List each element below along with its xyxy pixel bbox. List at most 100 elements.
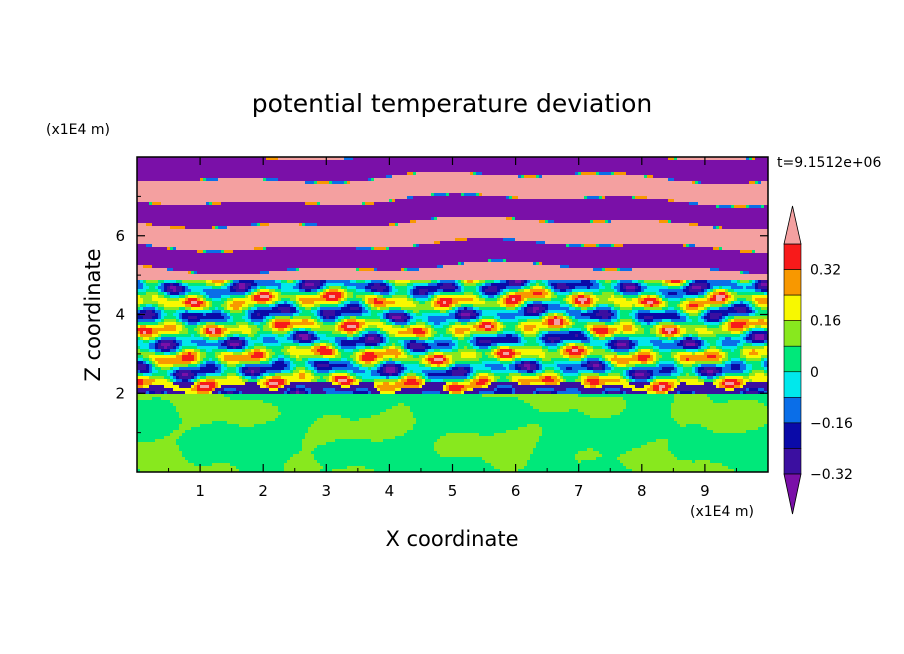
heatmap-cell [296,331,309,335]
heatmap-cell [239,391,243,395]
heatmap-cell [635,373,645,377]
heatmap-cell [524,286,531,290]
heatmap-cell [749,271,768,275]
heatmap-cell [371,415,414,419]
heatmap-cell [287,337,294,341]
heatmap-cell [584,346,588,350]
heatmap-cell [704,310,708,314]
heatmap-cell [287,268,297,272]
heatmap-cell [209,295,222,299]
heatmap-cell [233,346,237,350]
heatmap-cell [410,340,417,344]
heatmap-cell [587,325,594,329]
heatmap-cell [494,355,498,359]
heatmap-cell [569,322,573,326]
heatmap-cell [254,292,258,296]
heatmap-cell [443,358,447,362]
heatmap-cell [461,286,465,290]
heatmap-cell [419,361,423,365]
heatmap-cell [137,178,201,182]
heatmap-cell [308,391,312,395]
heatmap-cell [755,286,759,290]
heatmap-cell [680,328,687,332]
heatmap-cell [656,439,669,443]
heatmap-cell [272,325,276,329]
heatmap-cell [617,343,627,347]
heatmap-cell [437,265,444,269]
heatmap-cell [596,244,600,248]
heatmap-cell [374,268,378,272]
heatmap-cell [686,244,690,248]
heatmap-cell [314,361,330,365]
heatmap-cell [386,337,390,341]
heatmap-cell [305,433,405,437]
heatmap-cell [152,244,414,248]
heatmap-cell [551,286,555,290]
heatmap-cell [239,280,255,284]
heatmap-cell [206,328,210,332]
heatmap-cell [620,331,624,335]
heatmap-cell [332,376,336,380]
heatmap-cell [209,202,213,206]
heatmap-cell [137,214,768,218]
colorbar-segment [783,243,802,270]
heatmap-cell [590,352,618,356]
heatmap-cell [299,286,303,290]
heatmap-cell [158,283,162,287]
heatmap-cell [725,295,729,299]
heatmap-cell [629,361,642,365]
heatmap-cell [167,313,174,317]
heatmap-cell [251,289,255,293]
heatmap-cell [440,436,540,440]
heatmap-cell [200,379,207,383]
heatmap-cell [560,352,564,356]
heatmap-cell [620,268,633,272]
heatmap-cell [758,319,765,323]
heatmap-cell [368,283,375,287]
heatmap-cell [713,295,717,299]
heatmap-cell [209,334,222,338]
heatmap-cell [425,373,429,377]
heatmap-cell [203,178,207,182]
heatmap-cell [542,280,549,284]
heatmap-cell [473,325,480,329]
heatmap-cell [305,385,342,389]
heatmap-cell [449,358,453,362]
heatmap-cell [422,391,441,395]
heatmap-cell [365,295,378,299]
heatmap-cell [617,364,627,368]
chart-title: potential temperature deviation [252,89,652,118]
heatmap-cell [269,352,276,356]
heatmap-cell [515,361,522,365]
heatmap-cell [371,361,378,365]
heatmap-cell [431,304,435,308]
heatmap-cell [140,370,150,374]
heatmap-cell [143,385,150,389]
heatmap-cell [677,370,684,374]
heatmap-cell [218,382,246,386]
heatmap-cell [137,352,156,356]
heatmap-cell [584,355,588,359]
heatmap-cell [179,343,183,347]
heatmap-cell [671,352,678,356]
heatmap-cell [485,289,498,293]
heatmap-cell [707,427,759,431]
heatmap-cell [710,313,723,317]
heatmap-cell [734,319,750,323]
heatmap-cell [680,301,684,305]
heatmap-cell [764,361,768,365]
heatmap-cell [350,316,357,320]
heatmap-cell [752,349,756,353]
heatmap-cell [599,298,609,302]
heatmap-cell [257,286,261,290]
heatmap-cell [530,457,576,461]
heatmap-cell [311,340,315,344]
heatmap-cell [515,217,768,221]
heatmap-cell [743,337,747,341]
heatmap-cell [293,328,300,332]
heatmap-cell [623,328,633,332]
heatmap-cell [140,304,147,308]
heatmap-cell [179,331,189,335]
heatmap-cell [137,415,180,419]
heatmap-cell [386,280,390,284]
